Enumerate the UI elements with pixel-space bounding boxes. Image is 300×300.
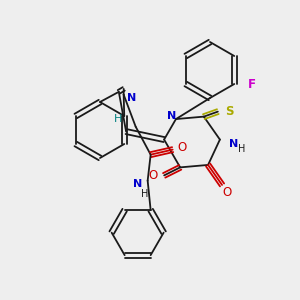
Text: N: N [167,111,177,121]
Text: O: O [177,141,186,154]
Text: H: H [238,144,246,154]
Text: H: H [114,114,122,124]
Text: N: N [133,178,142,189]
Text: O: O [148,169,158,182]
Text: O: O [222,186,232,200]
Text: S: S [226,105,234,118]
Text: N: N [229,139,239,148]
Text: F: F [248,79,256,92]
Text: H: H [141,189,148,199]
Text: N: N [127,93,136,103]
